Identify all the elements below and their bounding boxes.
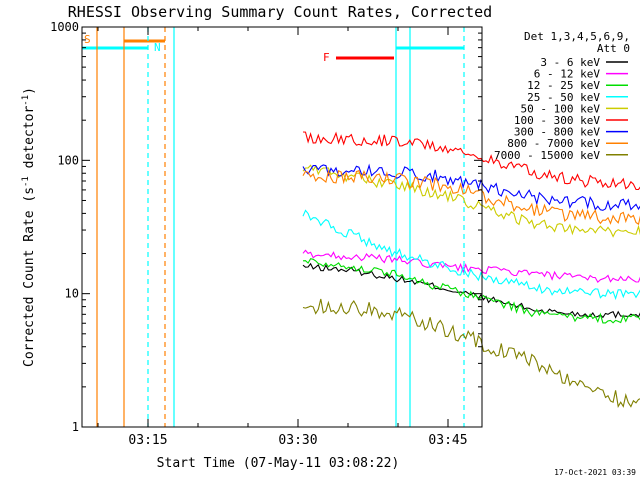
y-axis-label-sup2: -1 (21, 95, 31, 106)
y-axis-label: Corrected Count Rate (s-1 detector-1) (21, 87, 37, 367)
legend-header-line2: Att 0 (597, 42, 630, 55)
legend-entry-label: 300 - 800 keV (514, 126, 600, 139)
legend-entry-label: 25 - 50 keV (527, 91, 600, 104)
timestamp: 17-Oct-2021 03:39 (554, 468, 636, 477)
series-line (302, 131, 640, 191)
series-line (302, 258, 640, 324)
y-axis-label-sup1: -1 (21, 176, 31, 187)
series-layer (302, 131, 640, 408)
x-tick-label: 03:15 (128, 433, 167, 448)
legend-entry-label: 50 - 100 keV (521, 102, 601, 115)
y-tick-label: 1 (72, 420, 79, 434)
x-tick-label: 03:45 (428, 433, 467, 448)
series-line (302, 163, 640, 211)
legend-entry-label: 7000 - 15000 keV (494, 149, 600, 162)
legend-entry-label: 6 - 12 keV (534, 68, 601, 81)
legend-entry-label: 100 - 300 keV (514, 114, 600, 127)
y-tick-label: 1000 (50, 20, 79, 34)
x-axis-label: Start Time (07-May-11 03:08:22) (157, 456, 400, 471)
legend-header-line1: Det 1,3,4,5,6,9, (524, 30, 630, 43)
y-tick-label: 100 (57, 153, 79, 167)
x-tick-label: 03:30 (278, 433, 317, 448)
y-axis-label-part2: detector (22, 106, 37, 177)
series-line (302, 169, 640, 226)
legend-entry-label: 12 - 25 keV (527, 79, 600, 92)
y-axis-label-part1: Corrected Count Rate (s (22, 187, 37, 367)
plot-frame (81, 26, 483, 428)
x-axis: 03:15 03:30 03:45 (97, 27, 468, 448)
series-line (302, 298, 640, 408)
series-line (302, 249, 640, 283)
flags-layer: S N F (82, 27, 465, 427)
legend-entry-label: 3 - 6 keV (540, 56, 600, 69)
y-tick-label: 10 (65, 287, 79, 301)
series-line (302, 164, 640, 238)
flag-label: F (323, 51, 330, 64)
y-axis-label-part3: ) (22, 87, 37, 95)
legend-entry-label: 800 - 7000 keV (507, 137, 600, 150)
y-axis: 1 10 100 1000 (50, 20, 482, 434)
series-line (302, 262, 640, 319)
series-line (302, 209, 640, 301)
chart-title: RHESSI Observing Summary Count Rates, Co… (68, 3, 492, 21)
flag-label: N (154, 41, 161, 54)
flag-label: S (84, 33, 91, 46)
